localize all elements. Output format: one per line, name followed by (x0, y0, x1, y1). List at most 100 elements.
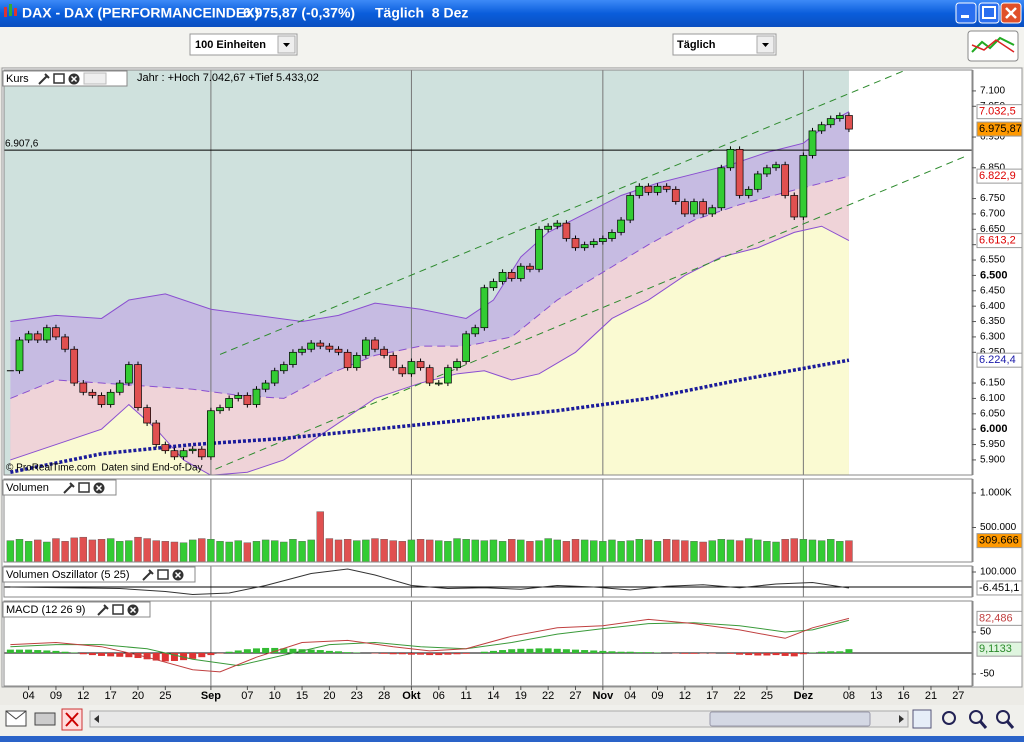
candle-body (535, 228, 543, 270)
volume-bar (453, 538, 461, 563)
candle-body (817, 124, 826, 132)
panel-title: Volumen Oszillator (5 25) (6, 569, 130, 581)
macd-histogram-bar (25, 649, 33, 653)
candle-body (681, 201, 689, 215)
macd-histogram-bar (781, 652, 789, 656)
candle-body (207, 410, 215, 458)
detach-button[interactable] (112, 604, 124, 615)
macd-histogram-bar (398, 652, 406, 655)
icon (961, 15, 969, 18)
volume-bar (52, 538, 60, 563)
candle-body (489, 281, 498, 289)
candle-body (799, 155, 808, 218)
candle-body (179, 450, 188, 458)
zoom-fit[interactable] (942, 711, 956, 725)
detach-button[interactable] (78, 482, 90, 493)
interval-dropdown[interactable] (672, 33, 777, 56)
zoom-tool[interactable] (912, 709, 932, 729)
app-icon (4, 7, 7, 17)
scroll-thumb[interactable] (709, 711, 871, 727)
macd-histogram-bar (52, 650, 60, 653)
volume-bar (380, 539, 388, 563)
x-tick-label: Nov (592, 690, 614, 702)
y-tick-label: 5.900 (980, 455, 1005, 466)
detach-button[interactable] (157, 569, 169, 580)
y-tick-label: 6.000 (980, 423, 1008, 435)
macd-line (10, 617, 850, 673)
zoom-in[interactable] (996, 710, 1010, 724)
settings-button[interactable] (38, 73, 50, 85)
macd-histogram-bar (43, 650, 51, 653)
x-tick-label: 10 (269, 690, 281, 702)
volume-bar (672, 539, 680, 563)
app-icon (9, 4, 12, 16)
panel-arrows[interactable] (83, 72, 107, 85)
candle-body (480, 287, 489, 329)
value-tag (976, 641, 1023, 657)
macd-histogram-bar (581, 650, 589, 653)
y-tick-label: 6.250 (980, 347, 1005, 358)
y-tick-label: 6.750 (980, 193, 1005, 204)
volume-bar (845, 540, 853, 563)
value-tag (976, 352, 1023, 368)
minimize-button[interactable] (955, 2, 977, 24)
x-tick-label: Dez (794, 690, 814, 702)
settings-button[interactable] (142, 569, 154, 581)
settings-button[interactable] (63, 482, 75, 494)
volume-bar (580, 539, 589, 563)
detach-button[interactable] (53, 73, 65, 84)
x-tick-label: 20 (132, 690, 144, 702)
icon (5, 710, 27, 720)
y-tick-label: 6.300 (980, 332, 1005, 343)
zoom-out[interactable] (969, 710, 983, 724)
value-tag (976, 533, 1023, 549)
x-tick-label: 09 (651, 690, 663, 702)
volume-bar (225, 541, 233, 563)
candle-body (88, 391, 97, 396)
volume-bar (425, 539, 434, 563)
macd-histogram-bar (189, 652, 197, 659)
volume-bar (116, 541, 124, 563)
candle-body (434, 382, 443, 385)
panel-title: MACD (12 26 9) (6, 604, 85, 616)
volume-bar (243, 542, 252, 563)
price-range: Jahr : +Hoch 7.042,67 +Tief 5.433,02 (137, 72, 319, 84)
macd-histogram-bar (307, 649, 315, 653)
volume-bar (599, 541, 607, 563)
interval-value: Täglich (677, 39, 716, 51)
candle-body (598, 238, 607, 242)
volume-bar (353, 540, 361, 563)
value-tag (976, 121, 1023, 137)
volume-bar (6, 540, 15, 563)
volume-bar (97, 539, 106, 563)
volume-bar (125, 540, 133, 563)
candle-body (644, 185, 653, 193)
icon (70, 75, 78, 83)
macd-histogram-bar (6, 649, 14, 653)
y-tick-label: 6.550 (980, 255, 1005, 266)
candle-body (826, 118, 835, 126)
volume-bar (325, 538, 334, 563)
macd-histogram-bar (562, 649, 570, 653)
scrollbar[interactable] (89, 710, 909, 728)
candle-body (216, 407, 224, 412)
candle-body (471, 327, 480, 335)
units-dropdown[interactable] (189, 33, 298, 56)
macd-histogram-bar (435, 652, 443, 656)
x-tick-label: 04 (624, 690, 636, 702)
panel-title: Kurs (6, 73, 29, 85)
volume-bar (462, 539, 470, 563)
volume-bar (435, 540, 443, 563)
candle-body (690, 201, 698, 215)
settings-button[interactable] (97, 604, 109, 616)
candle-body (526, 265, 534, 270)
candle-body (234, 395, 243, 399)
trend-channel (215, 155, 968, 470)
value-tag (976, 168, 1023, 184)
macd-histogram-bar (608, 651, 616, 653)
macd-histogram-bar (508, 649, 516, 653)
candle-body (134, 364, 142, 409)
y-tick-label: 50 (980, 627, 992, 638)
volume-bar (808, 539, 817, 563)
print-button[interactable] (34, 712, 56, 726)
